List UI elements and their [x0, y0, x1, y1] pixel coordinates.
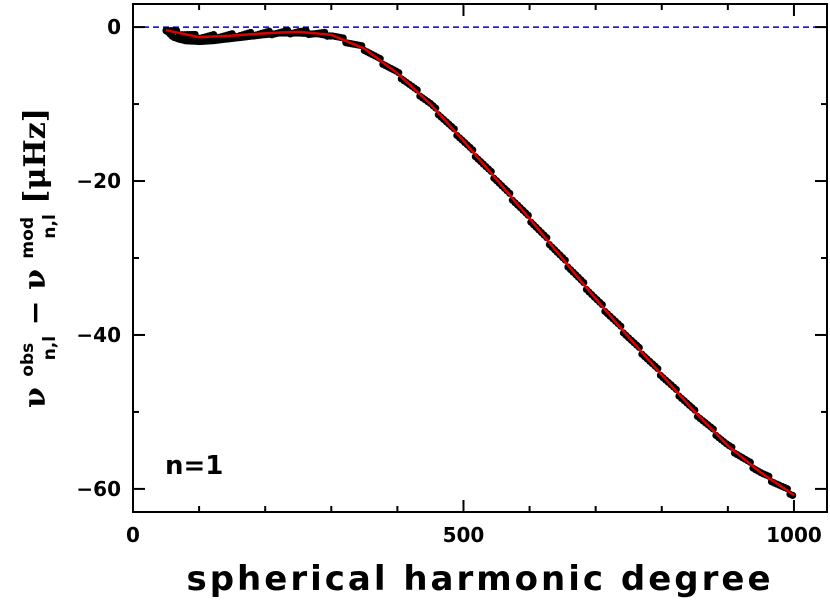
y-axis-label: ν obs n,l − ν mod n,l [μHz] [6, 108, 63, 408]
y-label-nu-obs: ν [18, 387, 53, 408]
y-tick-label: −60 [76, 477, 121, 501]
y-tick-label: −20 [76, 169, 121, 193]
y-label-mod-sub: n,l [40, 214, 60, 238]
y-label-unit: [μHz] [18, 108, 53, 204]
y-label-nu-mod: ν [18, 269, 53, 290]
x-axis-label: spherical harmonic degree [186, 559, 773, 599]
y-tick-label: −40 [76, 323, 121, 347]
y-label-obs-sub: n,l [40, 336, 60, 360]
y-label-mod-sup: mod [18, 217, 38, 259]
x-tick-label: 0 [126, 523, 140, 547]
y-axis: 0 −20 −40 −60 [76, 15, 827, 501]
fit-curve [165, 28, 795, 497]
y-tick-label: 0 [107, 15, 121, 39]
order-annotation: n=1 [165, 451, 223, 481]
x-tick-label: 1000 [766, 523, 822, 547]
observed-points [162, 26, 797, 500]
plot-frame [132, 3, 828, 513]
y-label-obs-sup: obs [18, 343, 38, 377]
x-axis: 0 500 1000 [126, 4, 822, 547]
x-tick-label: 500 [443, 523, 485, 547]
y-label-minus: − [18, 290, 53, 326]
